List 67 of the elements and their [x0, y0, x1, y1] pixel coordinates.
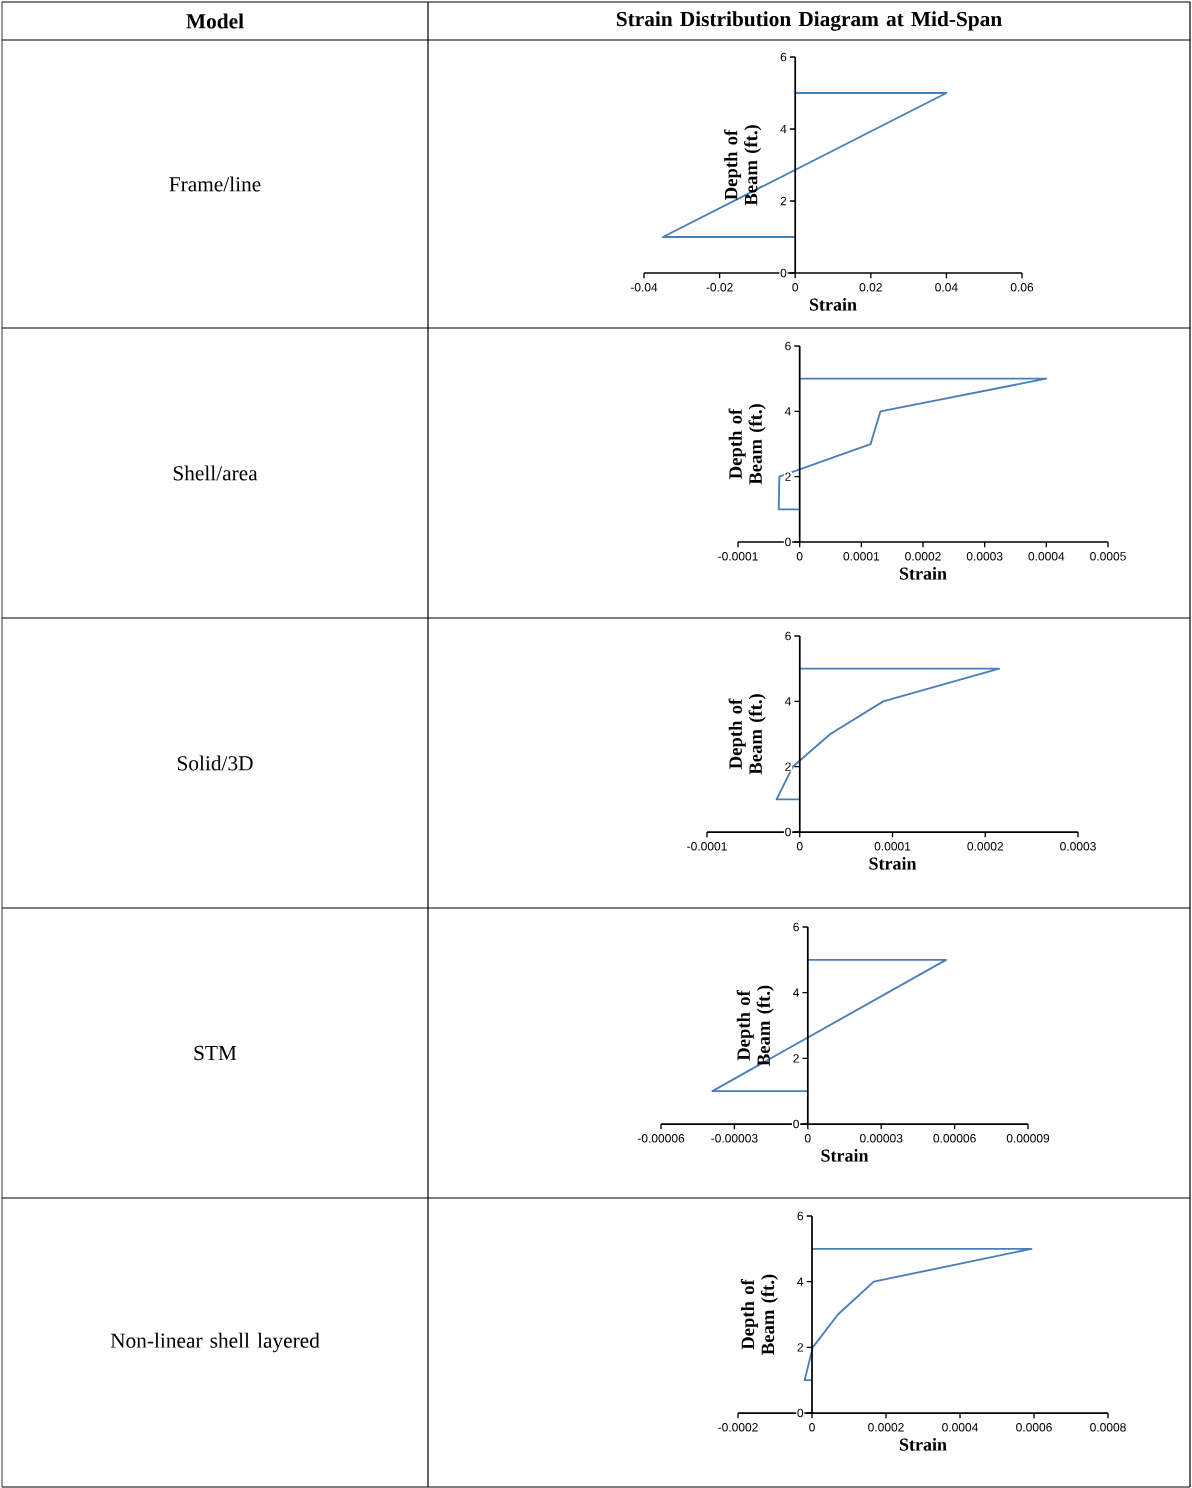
x-axis-title: Strain: [821, 1149, 869, 1162]
x-tick-label: 0: [809, 1423, 815, 1432]
y-tick-label: 0: [785, 827, 791, 837]
y-tick-label: 0: [797, 1408, 804, 1418]
x-axis-title: Strain: [809, 298, 857, 311]
y-tick-label: 4: [793, 988, 800, 997]
text: Strain Distribution Diagram at Mid-Span: [616, 11, 1002, 31]
y-tick-label: 0: [793, 1119, 799, 1129]
y-tick-label: 6: [785, 341, 791, 351]
x-tick-label: -0.04: [630, 283, 658, 292]
y-tick-label: 2: [785, 472, 791, 481]
x-axis-title: Strain: [869, 857, 917, 870]
y-tick-label: 4: [780, 124, 787, 134]
x-tick-label: 0.04: [935, 283, 958, 292]
x-tick-label: 0.0002: [905, 552, 941, 561]
y-tick-label: 4: [797, 1277, 804, 1286]
y-tick-label: 0: [785, 537, 791, 547]
x-tick-label: 0.0004: [1028, 552, 1065, 561]
line-series: [777, 377, 1048, 511]
x-tick-label: -0.02: [706, 283, 733, 292]
x-tick-label: 0.0006: [1016, 1423, 1052, 1432]
x-tick-label: 0: [804, 1134, 811, 1143]
y-tick-label: 2: [780, 196, 787, 206]
text: Non-linear shell layered: [110, 1332, 320, 1353]
y-tick-label: 2: [793, 1054, 799, 1063]
x-tick-label: 0.00003: [859, 1134, 903, 1143]
y-axis-title: Depth of Beam (ft.): [740, 1274, 778, 1355]
x-tick-label: 0.0003: [966, 552, 1003, 561]
x-tick-label: 0.0003: [1060, 842, 1096, 851]
y-tick-label: 4: [784, 407, 791, 416]
x-tick-label: -0.0001: [687, 842, 727, 851]
text: Frame/line: [169, 176, 261, 192]
x-tick-label: 0.0002: [967, 842, 1003, 851]
x-tick-label: -0.00006: [637, 1134, 685, 1143]
y-axis-title: Depth of Beam (ft.): [736, 985, 774, 1066]
x-tick-label: 0.0001: [843, 552, 880, 561]
x-tick-label: -0.0001: [718, 552, 758, 561]
text: STM: [194, 1045, 237, 1061]
text: Solid/3D: [177, 755, 253, 771]
y-tick-label: 0: [780, 268, 787, 278]
line-series: [803, 1247, 1033, 1382]
y-axis-title: Depth of Beam (ft.): [728, 404, 766, 485]
x-tick-label: 0.02: [859, 283, 882, 292]
y-tick-label: 6: [785, 631, 791, 641]
y-axis-title: Depth of Beam (ft.): [724, 125, 762, 206]
x-tick-label: 0.0002: [868, 1423, 904, 1432]
text: Model: [186, 13, 244, 29]
y-tick-label: 6: [797, 1211, 804, 1221]
x-tick-label: 0.0001: [874, 842, 911, 851]
line-series: [775, 667, 1001, 801]
y-tick-label: 6: [780, 52, 787, 62]
x-tick-label: 0.00006: [933, 1134, 976, 1143]
x-tick-label: 0.0008: [1090, 1423, 1126, 1432]
text: Shell/area: [173, 465, 258, 481]
x-tick-label: 0.0005: [1090, 552, 1126, 561]
x-tick-label: -0.0002: [718, 1423, 758, 1432]
x-axis-title: Strain: [899, 1438, 947, 1451]
y-tick-label: 2: [797, 1343, 803, 1352]
y-tick-label: 2: [785, 762, 791, 771]
y-tick-label: 4: [784, 697, 791, 706]
x-tick-label: -0.00003: [711, 1134, 758, 1143]
x-tick-label: 0.0004: [942, 1423, 978, 1432]
x-tick-label: 0.06: [1010, 283, 1034, 292]
y-tick-label: 6: [793, 922, 799, 932]
x-tick-label: 0.00009: [1006, 1134, 1050, 1143]
x-axis-title: Strain: [899, 567, 947, 580]
y-axis-title: Depth of Beam (ft.): [728, 694, 766, 775]
